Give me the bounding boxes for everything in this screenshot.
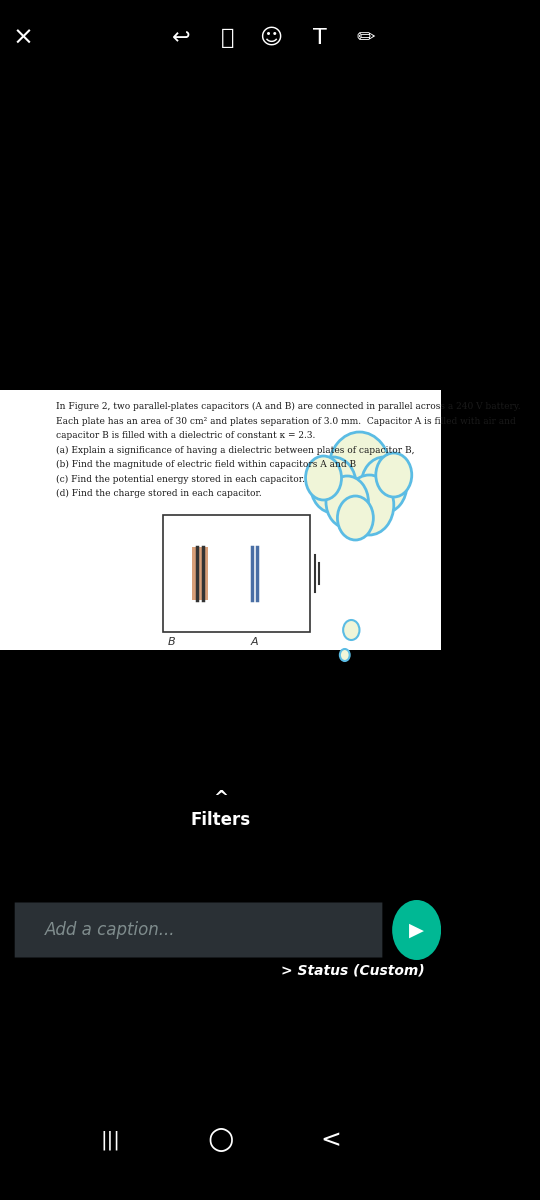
Text: ×: × — [12, 26, 33, 50]
Text: ⬜: ⬜ — [220, 28, 234, 48]
Bar — [0, 390, 441, 650]
Circle shape — [326, 476, 368, 528]
Text: (b) Find the magnitude of electric field within capacitors A and B: (b) Find the magnitude of electric field… — [56, 460, 356, 469]
Circle shape — [310, 457, 356, 514]
Bar — [192, 547, 208, 600]
Circle shape — [338, 496, 373, 540]
Text: ○: ○ — [207, 1126, 234, 1154]
Text: T: T — [313, 28, 327, 48]
Text: ▶: ▶ — [409, 920, 424, 940]
Text: |||: ||| — [100, 1130, 120, 1150]
Text: capacitor B is filled with a dielectric of constant κ = 2.3.: capacitor B is filled with a dielectric … — [56, 431, 315, 440]
Text: Filters: Filters — [191, 811, 251, 829]
Bar — [164, 515, 310, 632]
Text: B: B — [167, 637, 175, 647]
Circle shape — [361, 457, 407, 514]
Text: ☺: ☺ — [260, 28, 283, 48]
Text: ↩: ↩ — [172, 28, 191, 48]
Circle shape — [343, 620, 360, 640]
Text: (a) Explain a significance of having a dielectric between plates of capacitor B,: (a) Explain a significance of having a d… — [56, 445, 414, 455]
Circle shape — [345, 475, 394, 535]
Text: > Status (Custom): > Status (Custom) — [281, 962, 425, 977]
Text: <: < — [320, 1128, 341, 1152]
Circle shape — [306, 456, 341, 500]
Circle shape — [340, 649, 350, 661]
Text: Each plate has an area of 30 cm² and plates separation of 3.0 mm.  Capacitor A i: Each plate has an area of 30 cm² and pla… — [56, 416, 515, 426]
Text: In Figure 2, two parallel-plates capacitors (A and B) are connected in parallel : In Figure 2, two parallel-plates capacit… — [56, 402, 520, 412]
FancyBboxPatch shape — [15, 902, 382, 958]
Circle shape — [328, 432, 390, 508]
Circle shape — [392, 900, 441, 960]
Circle shape — [376, 452, 412, 497]
Text: (d) Find the charge stored in each capacitor.: (d) Find the charge stored in each capac… — [56, 490, 261, 498]
Text: ^: ^ — [213, 790, 228, 806]
Text: Add a caption...: Add a caption... — [45, 922, 176, 938]
Text: (c) Find the potential energy stored in each capacitor.: (c) Find the potential energy stored in … — [56, 474, 305, 484]
Text: A: A — [251, 637, 258, 647]
Text: ✏: ✏ — [357, 28, 375, 48]
